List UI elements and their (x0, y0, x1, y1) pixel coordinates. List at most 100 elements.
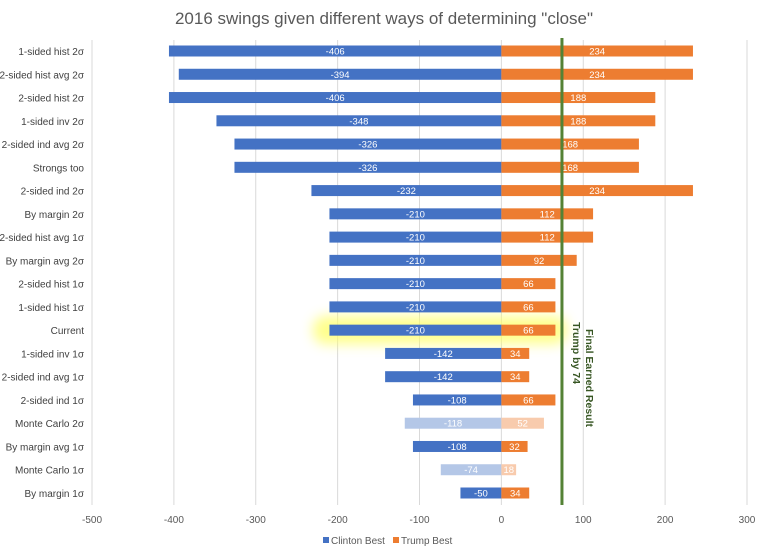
clinton-data-label: -210 (406, 279, 425, 290)
clinton-data-label: -210 (406, 233, 425, 244)
category-label: 1-sided hist 1σ (18, 303, 84, 314)
trump-bar (501, 487, 530, 499)
clinton-bar (385, 347, 502, 359)
category-label: By margin 1σ (24, 489, 84, 500)
category-label: Monte Carlo 1σ (15, 466, 85, 477)
category-label: 1-sided inv 1σ (21, 349, 85, 360)
trump-bar (501, 464, 517, 476)
trump-data-label: 66 (523, 279, 534, 290)
clinton-data-label: -326 (358, 140, 377, 151)
trump-data-label: 92 (534, 256, 545, 267)
trump-bar (501, 161, 639, 173)
x-tick-label: -400 (164, 515, 184, 526)
trump-data-label: 168 (562, 140, 578, 151)
clinton-bar (168, 92, 502, 104)
trump-bar (501, 324, 556, 336)
clinton-bar (460, 487, 502, 499)
clinton-data-label: -232 (397, 186, 416, 197)
trump-data-label: 234 (589, 70, 605, 81)
x-tick-label: 300 (739, 515, 756, 526)
trump-bar (501, 301, 556, 313)
category-label: 2-sided hist avg 1σ (0, 233, 85, 244)
trump-data-label: 234 (589, 186, 605, 197)
clinton-data-label: -142 (434, 349, 453, 360)
trump-legend-swatch (393, 537, 399, 543)
category-label: 2-sided hist 1σ (18, 280, 84, 291)
clinton-bar (234, 138, 502, 150)
category-label: Current (51, 326, 85, 337)
trump-bar (501, 417, 544, 429)
trump-bar (501, 231, 594, 243)
x-tick-label: -200 (328, 515, 348, 526)
x-tick-label: 200 (657, 515, 674, 526)
clinton-bar (329, 231, 502, 243)
clinton-bar (329, 324, 502, 336)
legend-label: Trump Best (401, 536, 453, 547)
trump-bar (501, 440, 528, 452)
trump-bar (501, 208, 594, 220)
clinton-data-label: -326 (358, 163, 377, 174)
clinton-data-label: -348 (349, 116, 368, 127)
trump-data-label: 66 (523, 302, 534, 313)
category-label: 2-sided ind 1σ (21, 396, 85, 407)
clinton-bar (440, 464, 502, 476)
clinton-data-label: -108 (448, 395, 467, 406)
category-label: 2-sided hist 2σ (18, 94, 84, 105)
category-label: 2-sided ind avg 2σ (2, 140, 85, 151)
trump-data-label: 112 (540, 233, 555, 244)
clinton-bar (412, 394, 502, 406)
category-label: By margin avg 1σ (6, 442, 85, 453)
trump-data-label: 34 (510, 349, 521, 360)
clinton-data-label: -108 (448, 442, 467, 453)
trump-bar (501, 278, 556, 290)
clinton-data-label: -50 (474, 489, 488, 500)
trump-data-label: 52 (517, 419, 528, 430)
clinton-bar (168, 45, 502, 57)
clinton-bar (329, 208, 502, 220)
trump-data-label: 34 (510, 489, 521, 500)
clinton-data-label: -118 (444, 419, 462, 430)
trump-data-label: 66 (523, 326, 534, 337)
reference-label-line2: Trump by 74 (570, 322, 582, 384)
chart-title: 2016 swings given different ways of dete… (175, 9, 593, 28)
trump-data-label: 234 (589, 47, 605, 58)
trump-bar (501, 138, 639, 150)
category-label: Monte Carlo 2σ (15, 419, 85, 430)
trump-data-label: 168 (562, 163, 578, 174)
category-label: 2-sided ind 2σ (21, 187, 85, 198)
trump-data-label: 32 (509, 442, 520, 453)
clinton-data-label: -394 (331, 70, 350, 81)
trump-bar (501, 45, 693, 57)
clinton-data-label: -210 (406, 302, 425, 313)
category-label: 1-sided hist 2σ (18, 47, 84, 58)
clinton-bar (329, 254, 502, 266)
x-tick-label: -100 (409, 515, 429, 526)
legend: Clinton Best Trump Best (323, 536, 453, 547)
trump-bar (501, 371, 530, 383)
trump-bar (501, 347, 530, 359)
clinton-data-label: -74 (464, 465, 478, 476)
category-label: 2-sided ind avg 1σ (2, 373, 85, 384)
trump-data-label: 112 (540, 209, 555, 220)
trump-bar (501, 394, 556, 406)
clinton-bar (216, 115, 502, 127)
category-label: 1-sided inv 2σ (21, 117, 85, 128)
clinton-data-label: -406 (326, 93, 345, 104)
trump-bar (501, 92, 656, 104)
category-label: By margin avg 2σ (6, 256, 85, 267)
trump-bar (501, 115, 656, 127)
clinton-data-label: -210 (406, 209, 425, 220)
clinton-bar (385, 371, 502, 383)
clinton-bar (404, 417, 502, 429)
clinton-legend-swatch (323, 537, 329, 543)
trump-bar (501, 68, 693, 80)
trump-data-label: 188 (570, 93, 586, 104)
x-tick-label: -300 (246, 515, 266, 526)
trump-bar (501, 185, 693, 197)
clinton-data-label: -406 (326, 47, 345, 58)
trump-data-label: 18 (503, 465, 514, 476)
clinton-bar (311, 185, 502, 197)
clinton-bar (329, 278, 502, 290)
trump-data-label: 188 (570, 116, 586, 127)
